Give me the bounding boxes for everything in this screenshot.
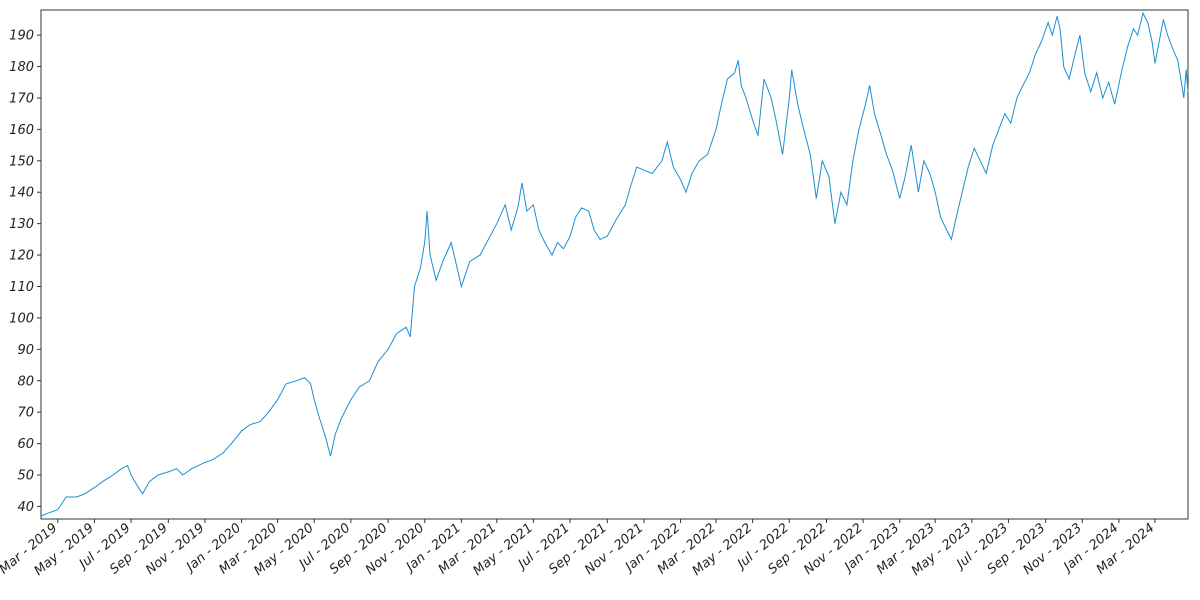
y-tick-label: 160 (9, 123, 34, 138)
y-tick-label: 110 (9, 280, 34, 295)
y-tick-label: 100 (9, 311, 34, 326)
series-line (40, 11, 1189, 517)
plot-border (40, 9, 1189, 520)
y-tick-label: 60 (17, 437, 34, 452)
y-tick-label: 130 (9, 217, 34, 232)
plot-frame (40, 9, 1189, 520)
y-axis: 40 50 60 70 80 90 100 110 120 130 140 150 160 170 180 1… (9, 29, 41, 515)
y-tick-label: 140 (9, 186, 34, 201)
y-tick-label: 90 (17, 343, 34, 358)
y-tick-label: 190 (9, 29, 34, 44)
y-tick-label: 50 (17, 469, 34, 484)
y-tick-label: 170 (9, 91, 34, 106)
y-tick-label: 80 (17, 374, 34, 389)
y-tick-label: 150 (9, 154, 34, 169)
y-tick-label: 40 (17, 500, 34, 515)
y-tick-label: 70 (17, 406, 34, 421)
series-layer (40, 11, 1189, 517)
y-tick-label: 120 (9, 249, 34, 264)
y-tick-label: 180 (9, 60, 34, 75)
